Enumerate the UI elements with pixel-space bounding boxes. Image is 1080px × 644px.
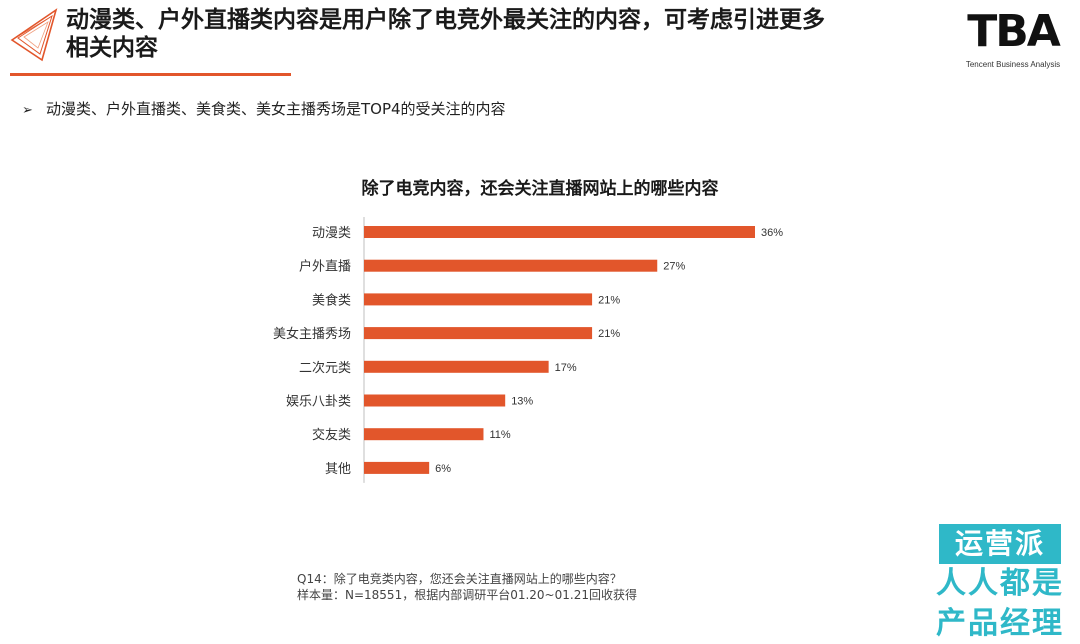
summary-bullet: ➢ 动漫类、户外直播类、美食类、美女主播秀场是TOP4的受关注的内容 [22, 98, 506, 119]
page-title-line-2: 相关内容 [66, 35, 158, 61]
chart-title: 除了电竞内容，还会关注直播网站上的哪些内容 [361, 179, 719, 199]
data-label: 11% [489, 429, 510, 441]
bullet-arrow-icon: ➢ [22, 103, 33, 118]
page-title-line-1: 动漫类、户外直播类内容是用户除了电竞外最关注的内容，可考虑引进更多 [66, 7, 825, 33]
bar [364, 293, 593, 306]
bar [364, 360, 549, 373]
watermark-top-text: 运营派 [939, 524, 1061, 564]
category-label: 美食类 [312, 292, 351, 308]
data-label: 21% [598, 294, 620, 306]
category-label: 动漫类 [312, 226, 351, 241]
data-label: 17% [555, 362, 577, 374]
footnote-sample: 样本量：N=18551，根据内部调研平台01.20~01.21回收获得 [297, 588, 637, 602]
category-label: 娱乐八卦类 [286, 395, 351, 410]
bar [364, 259, 658, 272]
corner-triangle-logo [10, 8, 58, 62]
bar [364, 394, 506, 407]
data-label: 6% [435, 463, 451, 475]
page-title: 动漫类、户外直播类内容是用户除了电竞外最关注的内容，可考虑引进更多 相关内容 [66, 6, 966, 62]
category-label: 户外直播 [299, 259, 351, 275]
category-label: 二次元类 [299, 360, 351, 376]
data-label: 13% [511, 396, 533, 408]
tba-logo: TBA Tencent Business Analysis [958, 6, 1068, 69]
footnote: Q14：除了电竞类内容，您还会关注直播网站上的哪些内容？ 样本量：N=18551… [297, 571, 637, 603]
bar-chart: 动漫类 36% 户外直播 27% 美食类 21% 美女主播秀场 21% 二次元类 17% 娱乐八卦类… [273, 217, 783, 483]
summary-bullet-text: 动漫类、户外直播类、美食类、美女主播秀场是TOP4的受关注的内容 [46, 100, 506, 118]
data-label: 21% [598, 328, 620, 340]
bar [364, 428, 484, 441]
title-underline [10, 73, 291, 76]
category-label: 交友类 [312, 427, 351, 443]
bar [364, 327, 593, 340]
footnote-question: Q14：除了电竞类内容，您还会关注直播网站上的哪些内容？ [297, 572, 622, 586]
bar [364, 461, 430, 474]
data-label: 27% [663, 261, 685, 273]
tba-logo-mark: TBA [967, 6, 1061, 57]
category-label: 其他 [325, 462, 351, 477]
watermark-bottom-text: 人人都是产品经理 [936, 566, 1064, 641]
category-label: 美女主播秀场 [273, 326, 351, 342]
tba-logo-subtitle: Tencent Business Analysis [965, 60, 1061, 69]
watermark: 运营派 人人都是产品经理 [935, 524, 1065, 641]
bar [364, 226, 755, 238]
data-label: 36% [761, 227, 783, 239]
